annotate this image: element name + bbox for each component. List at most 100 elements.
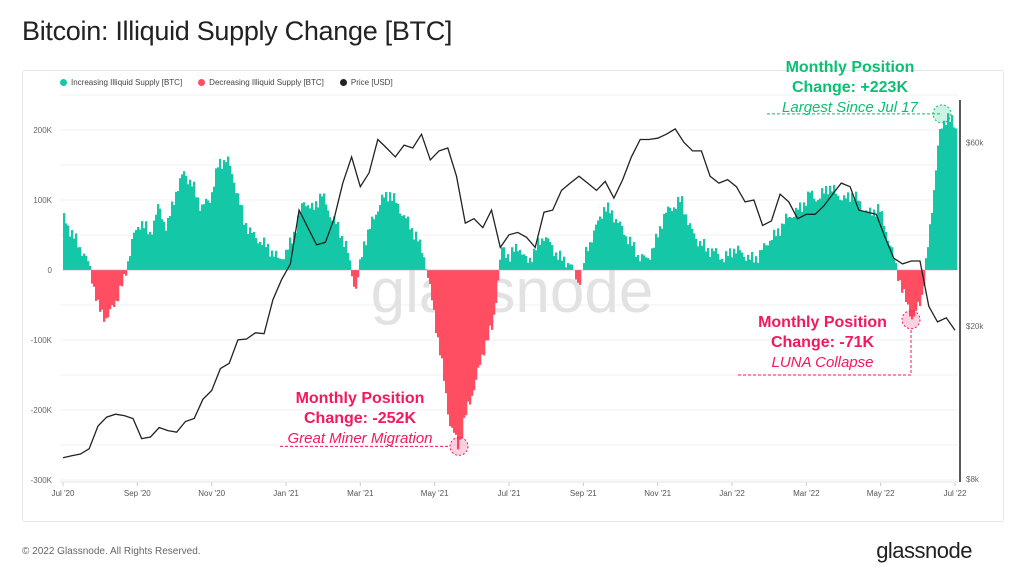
supply-bar <box>853 199 856 270</box>
supply-bar <box>649 259 652 270</box>
supply-bar <box>675 208 678 270</box>
supply-bar <box>517 251 520 270</box>
supply-bar <box>339 237 342 270</box>
supply-bar <box>429 270 432 284</box>
supply-bar <box>201 204 204 270</box>
supply-bar <box>925 258 928 270</box>
supply-bar <box>851 193 854 270</box>
supply-bar <box>521 254 524 270</box>
supply-bar <box>175 191 178 270</box>
supply-bar <box>151 234 154 270</box>
x-tick-label: Jul '21 <box>498 489 521 498</box>
supply-bar <box>565 267 568 270</box>
supply-bar <box>381 194 384 270</box>
supply-bar <box>183 171 186 270</box>
supply-bar <box>191 186 194 270</box>
supply-bar <box>179 178 182 270</box>
supply-bar <box>387 201 390 270</box>
legend-increasing[interactable]: Increasing Illiquid Supply [BTC] <box>60 78 182 87</box>
supply-bar <box>821 188 824 270</box>
legend-price[interactable]: Price [USD] <box>339 78 393 87</box>
supply-bar <box>355 270 358 289</box>
supply-bar <box>363 241 366 270</box>
annotation-miner: Monthly Position Change: -252K Great Min… <box>270 389 450 449</box>
supply-bar <box>695 238 698 270</box>
supply-bar <box>299 212 302 270</box>
supply-bar <box>629 236 632 270</box>
supply-bar <box>549 242 552 270</box>
supply-bar <box>769 240 772 270</box>
supply-bar <box>911 270 914 320</box>
supply-bar <box>295 232 298 270</box>
supply-bar <box>813 198 816 270</box>
supply-bar <box>511 247 514 270</box>
supply-bar <box>469 270 472 405</box>
supply-bar <box>163 221 166 270</box>
supply-bar <box>619 221 622 270</box>
supply-bar <box>553 256 556 270</box>
supply-bar <box>491 270 494 330</box>
supply-bar <box>611 210 614 270</box>
supply-bar <box>855 191 858 270</box>
supply-bar <box>761 249 764 270</box>
supply-bar <box>731 257 734 270</box>
supply-bar <box>827 194 830 270</box>
supply-bar <box>443 270 446 381</box>
supply-bar <box>415 231 418 270</box>
supply-bar <box>93 270 96 287</box>
supply-bar <box>87 261 90 270</box>
supply-bar <box>719 259 722 270</box>
supply-bar <box>275 250 278 270</box>
supply-bar <box>401 215 404 270</box>
supply-bar <box>893 258 896 270</box>
supply-bar <box>121 270 124 287</box>
supply-bar <box>389 192 392 270</box>
supply-bar <box>185 175 188 270</box>
supply-bar <box>615 218 618 270</box>
supply-bar <box>717 253 720 270</box>
supply-bar <box>509 261 512 270</box>
supply-bar <box>283 259 286 270</box>
y-tick-label: -200K <box>31 406 53 415</box>
supply-bar <box>251 232 254 270</box>
supply-bar <box>463 270 466 418</box>
supply-bar <box>97 270 100 300</box>
legend-decreasing[interactable]: Decreasing Illiquid Supply [BTC] <box>198 78 324 87</box>
supply-bar <box>871 215 874 270</box>
supply-bar <box>829 185 832 270</box>
supply-bar <box>211 192 214 270</box>
supply-bar <box>421 253 424 270</box>
supply-bar <box>347 253 350 270</box>
supply-bar <box>741 252 744 270</box>
supply-bar <box>127 261 130 270</box>
supply-bar <box>103 270 106 322</box>
supply-bar <box>593 230 596 270</box>
supply-bar <box>165 230 168 270</box>
supply-bar <box>239 204 242 270</box>
supply-bar <box>721 258 724 270</box>
supply-bar <box>939 128 942 270</box>
supply-bar <box>845 198 848 270</box>
supply-bar <box>515 243 518 270</box>
supply-bar <box>819 198 822 270</box>
supply-bar <box>133 232 136 270</box>
supply-bar <box>859 201 862 270</box>
supply-bar <box>645 257 648 270</box>
supply-bar <box>701 245 704 270</box>
supply-bar <box>875 216 878 270</box>
supply-bar <box>935 170 938 270</box>
supply-bar <box>753 262 756 270</box>
supply-bar <box>439 270 442 356</box>
supply-bar <box>711 248 714 270</box>
supply-bar <box>587 251 590 270</box>
supply-bar <box>757 262 760 270</box>
supply-bar <box>139 229 142 270</box>
supply-bar <box>155 214 158 270</box>
supply-bar <box>309 208 312 270</box>
supply-bar <box>369 228 372 270</box>
supply-bar <box>657 237 660 270</box>
supply-bar <box>537 237 540 270</box>
supply-bar <box>909 270 912 317</box>
supply-bar <box>279 258 282 270</box>
